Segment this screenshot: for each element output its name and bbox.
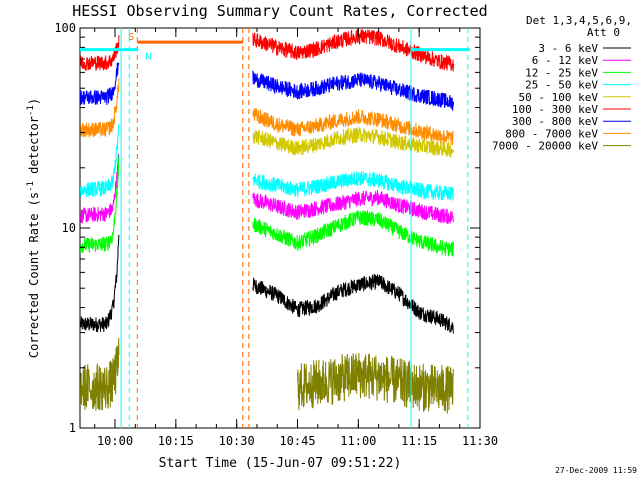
legend-label-7: 800 - 7000 keV	[505, 127, 598, 140]
legend-header-line-2: Att 0	[587, 26, 620, 39]
y-axis-label-base: Corrected Count Rate (s	[27, 192, 41, 358]
series-line-2-seg-0	[80, 155, 120, 253]
legend-label-2: 12 - 25 keV	[525, 66, 598, 79]
series-line-8-seg-0	[80, 337, 120, 411]
legend-label-0: 3 - 6 keV	[538, 42, 598, 55]
legend-label-6: 300 - 800 keV	[512, 115, 598, 128]
chart-title: HESSI Observing Summary Count Rates, Cor…	[72, 2, 487, 20]
night-label: N	[145, 52, 151, 63]
series-line-0-seg-0	[80, 234, 120, 333]
series-line-1-seg-0	[80, 153, 120, 224]
y-tick-label-2: 100	[54, 21, 76, 35]
x-tick-label-5: 11:15	[401, 434, 437, 448]
plot-area: SN 1 10 100 10:00 10:15 10:30 10:45 11:00 11:15…	[54, 21, 498, 448]
legend-label-5: 100 - 300 keV	[512, 103, 598, 116]
y-tick-label-1: 10	[62, 221, 76, 235]
legend-label-8: 7000 - 20000 keV	[492, 140, 598, 153]
y-axis-label-exp2: -1	[26, 105, 36, 116]
legend-header-line-1: Det 1,3,4,5,6,9,	[526, 14, 632, 27]
series-line-7-seg-1	[252, 107, 454, 146]
series-layer	[80, 28, 454, 414]
saa-label: S	[128, 32, 134, 43]
legend-label-1: 6 - 12 keV	[532, 54, 599, 67]
series-line-5-seg-0	[80, 34, 120, 71]
x-axis-ticks: 10:00 10:15 10:30 10:45 11:00 11:15 11:30	[94, 28, 498, 448]
series-line-8-seg-2	[297, 353, 454, 414]
series-line-1-seg-1	[252, 189, 454, 224]
series-line-6-seg-0	[80, 62, 120, 106]
y-axis-ticks: 1 10 100	[54, 21, 480, 435]
y-axis-label-mid: detector	[27, 116, 41, 181]
x-tick-label-3: 10:45	[279, 434, 315, 448]
series-line-0-seg-1	[252, 273, 454, 334]
series-line-5-seg-1	[252, 28, 454, 72]
series-line-4-seg-0	[252, 127, 454, 159]
series-line-6-seg-1	[252, 70, 454, 111]
x-tick-label-1: 10:15	[158, 434, 194, 448]
x-tick-label-4: 11:00	[340, 434, 376, 448]
series-line-3-seg-0	[80, 124, 120, 198]
series-line-7-seg-0	[80, 78, 120, 138]
legend-label-4: 50 - 100 keV	[519, 91, 599, 104]
x-axis-label: Start Time (15-Jun-07 09:51:22)	[159, 456, 402, 471]
annotation-layer: SN	[80, 28, 470, 428]
x-tick-label-2: 10:30	[219, 434, 255, 448]
series-line-2-seg-1	[252, 209, 454, 257]
y-axis-label: Corrected Count Rate (s-1 detector-1)	[26, 98, 41, 358]
y-axis-label-exp1: -1	[26, 181, 36, 192]
y-tick-label-0: 1	[69, 421, 76, 435]
timestamp: 27-Dec-2009 11:59	[555, 466, 637, 475]
x-tick-label-0: 10:00	[97, 434, 133, 448]
x-tick-label-6: 11:30	[462, 434, 498, 448]
legend-label-3: 25 - 50 keV	[525, 79, 598, 92]
series-line-3-seg-1	[252, 171, 454, 201]
y-axis-label-end: )	[27, 98, 41, 105]
